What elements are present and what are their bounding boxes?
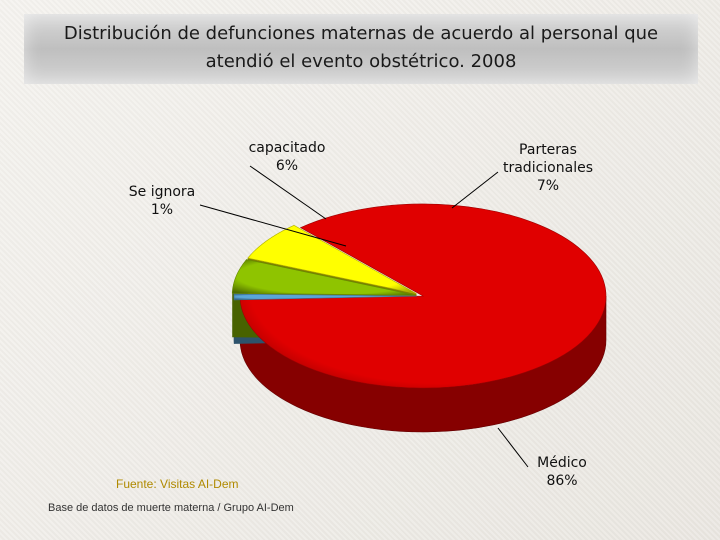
slice-label-2: capacitado 6% [249, 140, 326, 174]
leader-line-1 [199, 204, 347, 247]
title-line-1: Distribución de defunciones maternas de … [63, 23, 659, 44]
pie-slice-0 [239, 203, 607, 389]
database-note: Base de datos de muerte materna / Grupo … [48, 502, 294, 514]
pie-slice-2 [231, 259, 416, 296]
leader-line-0 [497, 427, 529, 468]
title-band [24, 14, 698, 84]
pie-tops [231, 203, 607, 389]
title-line-2: atendió el evento obstétrico. 2008 [205, 51, 517, 72]
source-note: Fuente: Visitas AI-Dem [116, 477, 239, 491]
leader-line-3 [451, 171, 499, 209]
leader-lines [199, 165, 529, 468]
slice-label-3: Parteras tradicionales 7% [503, 142, 593, 194]
pie-slice-3 [247, 224, 417, 294]
slice-label-1: Se ignora 1% [129, 184, 196, 218]
slice-labels: Médico 86% Se ignora 1% capacitado 6% Parteras… [129, 140, 593, 489]
leader-line-2 [249, 165, 327, 220]
chart-title: Distribución de defunciones maternas de … [24, 20, 698, 76]
slice-label-0: Médico 86% [537, 455, 587, 489]
pie-slice-1 [233, 293, 418, 301]
